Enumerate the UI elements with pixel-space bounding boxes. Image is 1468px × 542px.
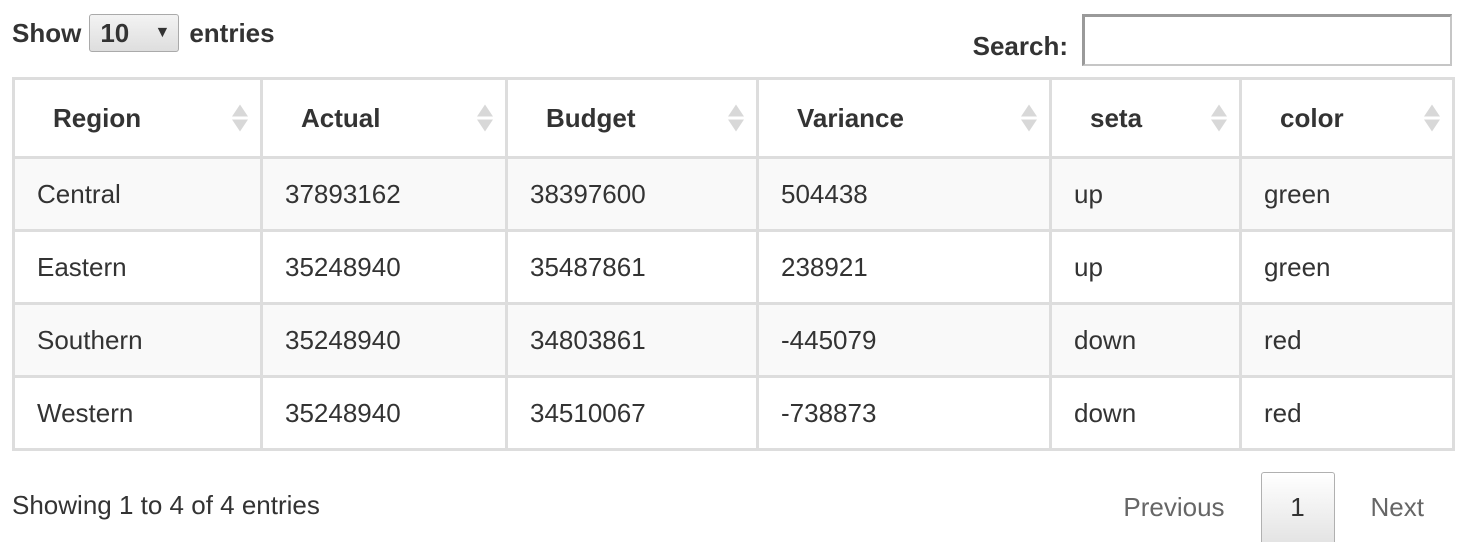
column-header-color[interactable]: color — [1239, 77, 1455, 159]
sort-icon — [1021, 104, 1037, 132]
cell-region: Western — [12, 375, 263, 451]
table-row: Central 37893162 38397600 504438 up gree… — [12, 156, 1455, 232]
column-header-region[interactable]: Region — [12, 77, 263, 159]
search-input[interactable] — [1082, 14, 1452, 66]
length-control: Show 10 ▼ entries — [12, 14, 275, 52]
cell-actual: 35248940 — [260, 302, 508, 378]
entries-per-page-select[interactable]: 10 ▼ — [89, 14, 180, 52]
cell-seta: up — [1049, 229, 1242, 305]
cell-region: Southern — [12, 302, 263, 378]
data-table: Region Actual Budget Variance seta color… — [12, 77, 1455, 451]
cell-variance: 504438 — [756, 156, 1052, 232]
column-header-actual[interactable]: Actual — [260, 77, 508, 159]
page-1-button[interactable]: 1 — [1260, 472, 1335, 542]
cell-variance: -445079 — [756, 302, 1052, 378]
table-row: Western 35248940 34510067 -738873 down r… — [12, 375, 1455, 451]
length-suffix-label: entries — [189, 17, 275, 48]
cell-seta: down — [1049, 375, 1242, 451]
sort-icon — [1424, 104, 1440, 132]
column-header-variance[interactable]: Variance — [756, 77, 1052, 159]
cell-variance: 238921 — [756, 229, 1052, 305]
entries-per-page-value: 10 — [100, 17, 130, 48]
cell-variance: -738873 — [756, 375, 1052, 451]
column-header-label: seta — [1090, 102, 1143, 133]
cell-budget: 38397600 — [505, 156, 759, 232]
sort-icon — [232, 104, 248, 132]
table-row: Eastern 35248940 35487861 238921 up gree… — [12, 229, 1455, 305]
search-control: Search: — [973, 14, 1452, 66]
cell-budget: 35487861 — [505, 229, 759, 305]
cell-seta: up — [1049, 156, 1242, 232]
cell-actual: 35248940 — [260, 229, 508, 305]
sort-icon — [477, 104, 493, 132]
column-header-label: color — [1280, 102, 1344, 133]
length-prefix-label: Show — [12, 17, 82, 48]
cell-color: green — [1239, 156, 1455, 232]
cell-color: red — [1239, 302, 1455, 378]
sort-icon — [1211, 104, 1227, 132]
cell-budget: 34803861 — [505, 302, 759, 378]
pagination: Previous 1 Next — [1095, 472, 1452, 542]
previous-button[interactable]: Previous — [1123, 491, 1225, 522]
column-header-label: Actual — [301, 102, 381, 133]
header-row: Region Actual Budget Variance seta color — [12, 77, 1455, 159]
table-controls: Show 10 ▼ entries Search: — [12, 14, 1452, 70]
cell-color: red — [1239, 375, 1455, 451]
cell-seta: down — [1049, 302, 1242, 378]
column-header-label: Region — [53, 102, 142, 133]
search-label: Search: — [972, 30, 1068, 61]
next-button[interactable]: Next — [1370, 491, 1424, 522]
table-row: Southern 35248940 34803861 -445079 down … — [12, 302, 1455, 378]
sort-icon — [728, 104, 744, 132]
column-header-label: Budget — [546, 102, 636, 133]
column-header-budget[interactable]: Budget — [505, 77, 759, 159]
table-info: Showing 1 to 4 of 4 entries — [12, 490, 320, 520]
cell-region: Central — [12, 156, 263, 232]
column-header-label: Variance — [797, 102, 904, 133]
cell-region: Eastern — [12, 229, 263, 305]
cell-color: green — [1239, 229, 1455, 305]
cell-actual: 35248940 — [260, 375, 508, 451]
column-header-seta[interactable]: seta — [1049, 77, 1242, 159]
dropdown-arrow-icon: ▼ — [154, 24, 171, 41]
cell-actual: 37893162 — [260, 156, 508, 232]
cell-budget: 34510067 — [505, 375, 759, 451]
